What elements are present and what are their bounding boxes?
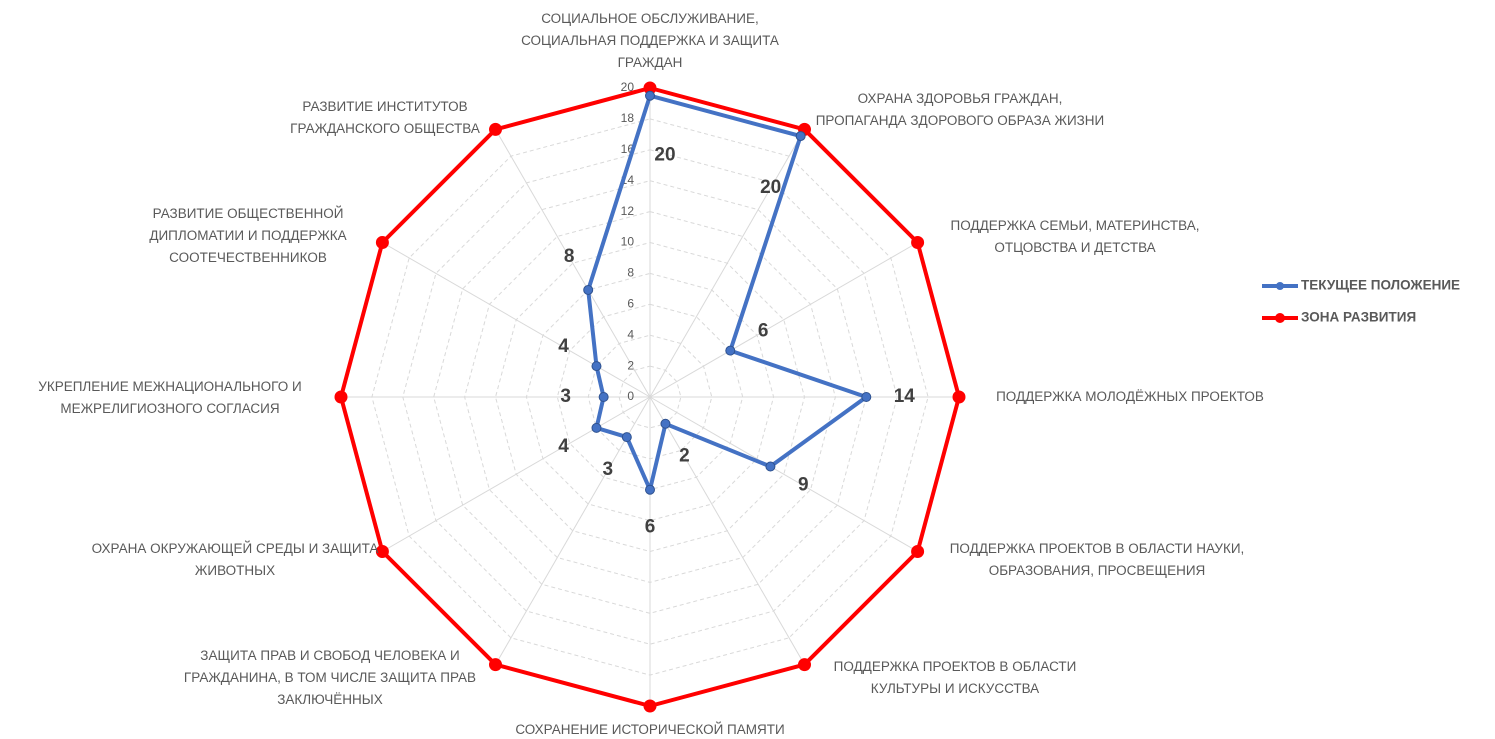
point [795, 131, 806, 142]
category-label: СОХРАНЕНИЕ ИСТОРИЧЕСКОЙ ПАМЯТИ [515, 722, 785, 737]
data-label: 4 [558, 436, 569, 457]
point [645, 484, 655, 495]
category-label: ПОДДЕРЖКА МОЛОДЁЖНЫХ ПРОЕКТОВ [996, 389, 1264, 404]
point [911, 236, 925, 249]
point [660, 418, 671, 429]
point [489, 122, 502, 136]
legend-marker [1276, 282, 1284, 290]
point [583, 284, 594, 295]
point [334, 390, 348, 404]
category-label: УКРЕПЛЕНИЕ МЕЖНАЦИОНАЛЬНОГО И МЕЖРЕЛИГИО… [38, 379, 302, 416]
point [375, 236, 389, 249]
spoke [649, 396, 918, 552]
category-label: ПОДДЕРЖКА СЕМЬИ, МАТЕРИНСТВА, ОТЦОВСТВА … [950, 218, 1200, 255]
data-label: 14 [894, 386, 916, 407]
r-tick-label: 8 [627, 266, 634, 280]
point [591, 422, 602, 433]
data-label: 4 [558, 336, 569, 357]
point [598, 392, 609, 402]
category-label: РАЗВИТИЕ ИНСТИТУТОВ ГРАЖДАНСКОГО ОБЩЕСТВ… [290, 99, 480, 136]
category-label: ПОДДЕРЖКА ПРОЕКТОВ В ОБЛАСТИ КУЛЬТУРЫ И … [833, 659, 1077, 696]
category-label: РАЗВИТИЕ ОБЩЕСТВЕННОЙ ДИПЛОМАТИИ И ПОДДЕ… [149, 206, 347, 265]
data-label: 6 [758, 321, 769, 342]
spoke [495, 396, 651, 665]
data-label: 9 [798, 475, 809, 496]
spoke [495, 129, 651, 398]
category-label: СОЦИАЛЬНОЕ ОБСЛУЖИВАНИЕ, СОЦИАЛЬНАЯ ПОДД… [521, 11, 779, 70]
data-label: 20 [760, 177, 781, 198]
r-tick-label: 12 [621, 204, 635, 218]
data-label: 3 [603, 459, 614, 480]
spoke [382, 242, 651, 398]
point [911, 545, 925, 558]
legend-marker [1275, 313, 1285, 323]
category-label: ПОДДЕРЖКА ПРОЕКТОВ В ОБЛАСТИ НАУКИ, ОБРА… [949, 541, 1245, 578]
category-label: ОХРАНА ОКРУЖАЮЩЕЙ СРЕДЫ И ЗАЩИТА ЖИВОТНЫ… [91, 541, 379, 578]
spoke [649, 396, 805, 665]
data-label: 8 [564, 246, 575, 267]
r-tick-label: 2 [627, 358, 634, 372]
r-tick-label: 4 [627, 327, 634, 341]
point [375, 545, 389, 558]
point [621, 432, 632, 443]
spoke [649, 242, 918, 398]
point [643, 699, 657, 713]
point [725, 345, 736, 356]
point [765, 461, 776, 472]
point [489, 658, 502, 672]
point [952, 390, 966, 404]
point [861, 392, 872, 402]
point [645, 90, 655, 101]
data-label: 20 [654, 145, 675, 166]
r-tick-label: 18 [621, 111, 635, 125]
category-label: ЗАЩИТА ПРАВ И СВОБОД ЧЕЛОВЕКА И ГРАЖДАНИ… [183, 648, 477, 707]
category-label: ОХРАНА ЗДОРОВЬЯ ГРАЖДАН, ПРОПАГАНДА ЗДОР… [815, 91, 1105, 128]
data-label: 2 [679, 446, 690, 467]
point [591, 361, 602, 372]
r-tick-label: 20 [621, 80, 635, 94]
r-tick-label: 6 [627, 296, 634, 310]
legend-label: ЗОНА РАЗВИТИЯ [1301, 310, 1416, 325]
data-label: 3 [560, 386, 571, 407]
series-line [586, 93, 869, 492]
r-tick-label: 10 [621, 235, 635, 249]
spoke [382, 396, 651, 552]
spoke [649, 129, 805, 398]
data-label: 6 [645, 517, 656, 538]
r-tick-label: 0 [627, 389, 634, 403]
legend-label: ТЕКУЩЕЕ ПОЛОЖЕНИЕ [1301, 278, 1460, 293]
point [798, 658, 811, 672]
